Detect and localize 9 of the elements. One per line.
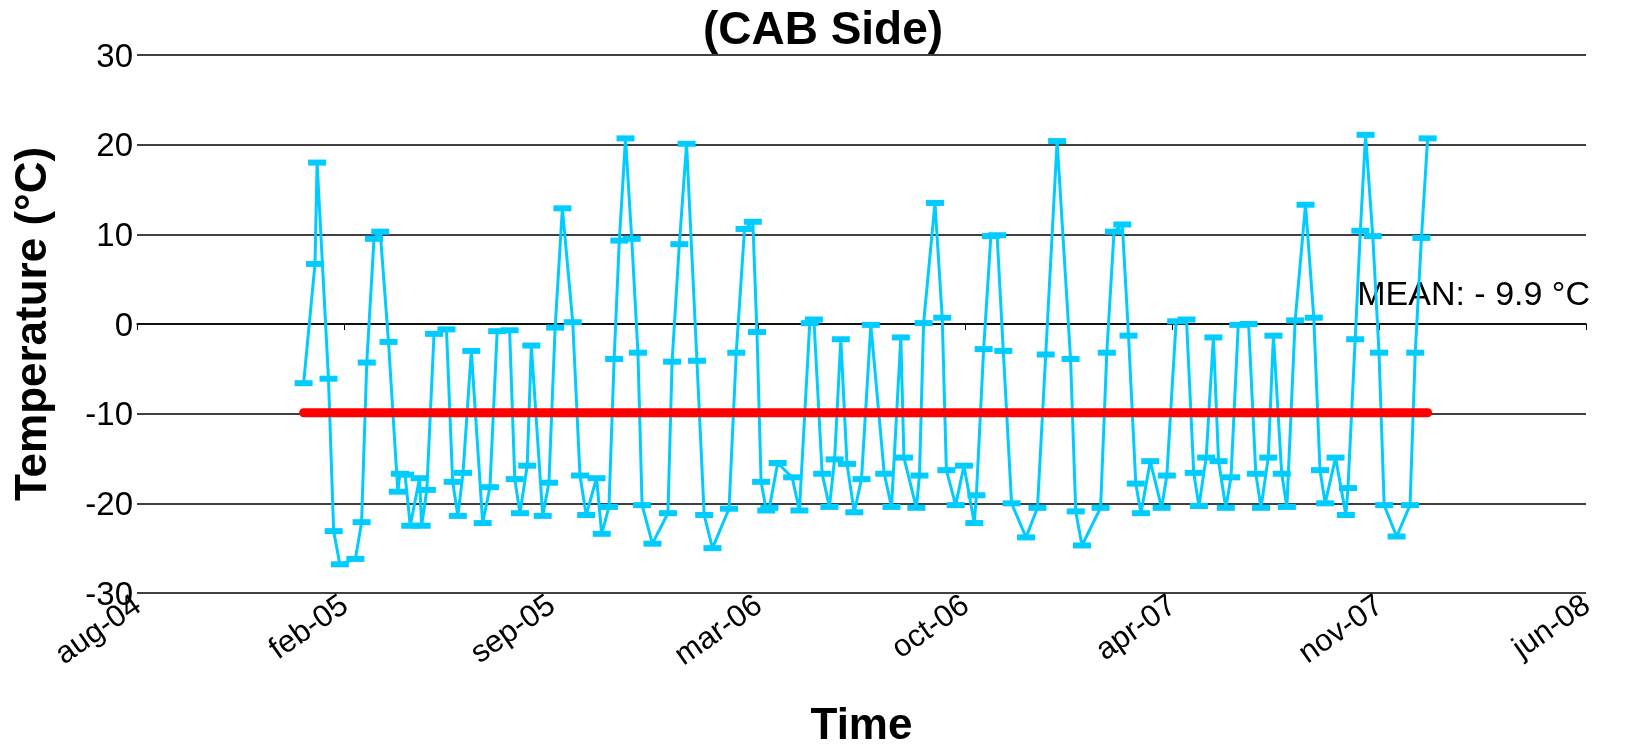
y-tick-label: 0 bbox=[114, 305, 133, 343]
x-axis-title: Time bbox=[810, 698, 913, 748]
y-tick-label: -20 bbox=[85, 484, 133, 522]
y-axis-title: Temperature (°C) bbox=[5, 146, 55, 502]
y-tick-label: 30 bbox=[96, 36, 133, 74]
chart-title: (CAB Side) bbox=[702, 2, 944, 54]
y-tick-label: 10 bbox=[96, 215, 133, 253]
y-tick-label: 20 bbox=[96, 126, 133, 164]
y-tick-label: -10 bbox=[85, 395, 133, 433]
